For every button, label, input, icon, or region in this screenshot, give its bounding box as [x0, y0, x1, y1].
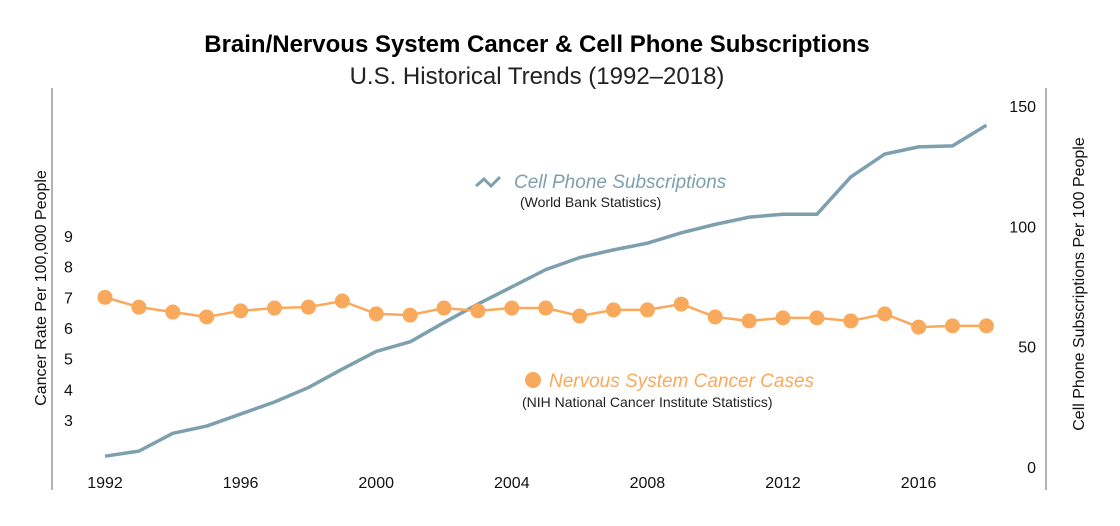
cancer-data-point [673, 296, 689, 312]
cancer-data-point [97, 289, 113, 305]
right-axis-label: Cell Phone Subscriptions Per 100 People [1071, 137, 1088, 431]
cancer-data-point [707, 309, 723, 325]
left-tick-label: 8 [64, 260, 73, 277]
dot-legend-icon [525, 372, 541, 388]
cancer-data-point [775, 310, 791, 326]
cancer-data-point [199, 309, 215, 325]
legend-label-cell-phone: Cell Phone Subscriptions [514, 172, 727, 193]
x-tick-label: 1992 [87, 475, 123, 492]
cancer-data-point [165, 304, 181, 320]
cancer-data-point [436, 300, 452, 316]
cancer-data-point [945, 318, 960, 334]
cancer-data-point [267, 300, 282, 316]
left-tick-label: 6 [64, 321, 73, 338]
legend-source-cell-phone: (World Bank Statistics) [520, 194, 661, 210]
cancer-data-point [538, 300, 554, 316]
cancer-data-point [334, 293, 350, 309]
legend-cell-phone: Cell Phone Subscriptions (World Bank Sta… [475, 172, 727, 210]
left-axis-label: Cancer Rate Per 100,000 People [33, 170, 50, 406]
chart-subtitle: U.S. Historical Trends (1992–2018) [350, 63, 725, 90]
legend-cancer: Nervous System Cancer Cases (NIH Nationa… [522, 371, 815, 410]
cancer-data-point [877, 306, 893, 322]
legend-source-cancer: (NIH National Cancer Institute Statistic… [522, 394, 773, 410]
right-tick-label: 100 [1009, 219, 1036, 236]
cancer-data-point [233, 303, 249, 319]
x-tick-label: 2004 [494, 475, 530, 492]
line-legend-icon [475, 175, 502, 189]
legend-label-cancer: Nervous System Cancer Cases [549, 371, 815, 392]
cancer-data-point [978, 318, 994, 334]
left-tick-label: 7 [64, 290, 73, 307]
x-tick-label: 2008 [630, 475, 666, 492]
left-tick-label: 5 [64, 352, 73, 369]
cancer-data-point [809, 310, 825, 326]
left-tick-label: 4 [64, 382, 73, 399]
chart-title: Brain/Nervous System Cancer & Cell Phone… [204, 31, 870, 58]
cancer-data-point [368, 306, 384, 322]
x-tick-label: 2000 [358, 475, 394, 492]
cancer-data-point [606, 302, 621, 318]
cancer-data-point [470, 303, 486, 319]
x-tick-label: 2012 [765, 475, 801, 492]
left-tick-label: 3 [64, 413, 73, 430]
cancer-data-point [741, 313, 757, 329]
cancer-data-point [131, 299, 147, 315]
cancer-data-point [402, 307, 418, 323]
cancer-data-point [843, 313, 859, 329]
cancer-data-point [911, 319, 927, 335]
right-tick-label: 50 [1018, 340, 1036, 357]
cancer-data-point [504, 300, 520, 316]
cell-phone-series-line [104, 123, 988, 458]
cancer-data-point [572, 308, 588, 324]
x-tick-label: 1996 [223, 475, 259, 492]
right-tick-label: 150 [1009, 99, 1036, 116]
cancer-data-point [639, 302, 655, 318]
left-tick-label: 9 [64, 229, 73, 246]
cancer-data-point [300, 299, 316, 315]
x-tick-label: 2016 [901, 475, 937, 492]
right-tick-label: 0 [1027, 460, 1036, 477]
